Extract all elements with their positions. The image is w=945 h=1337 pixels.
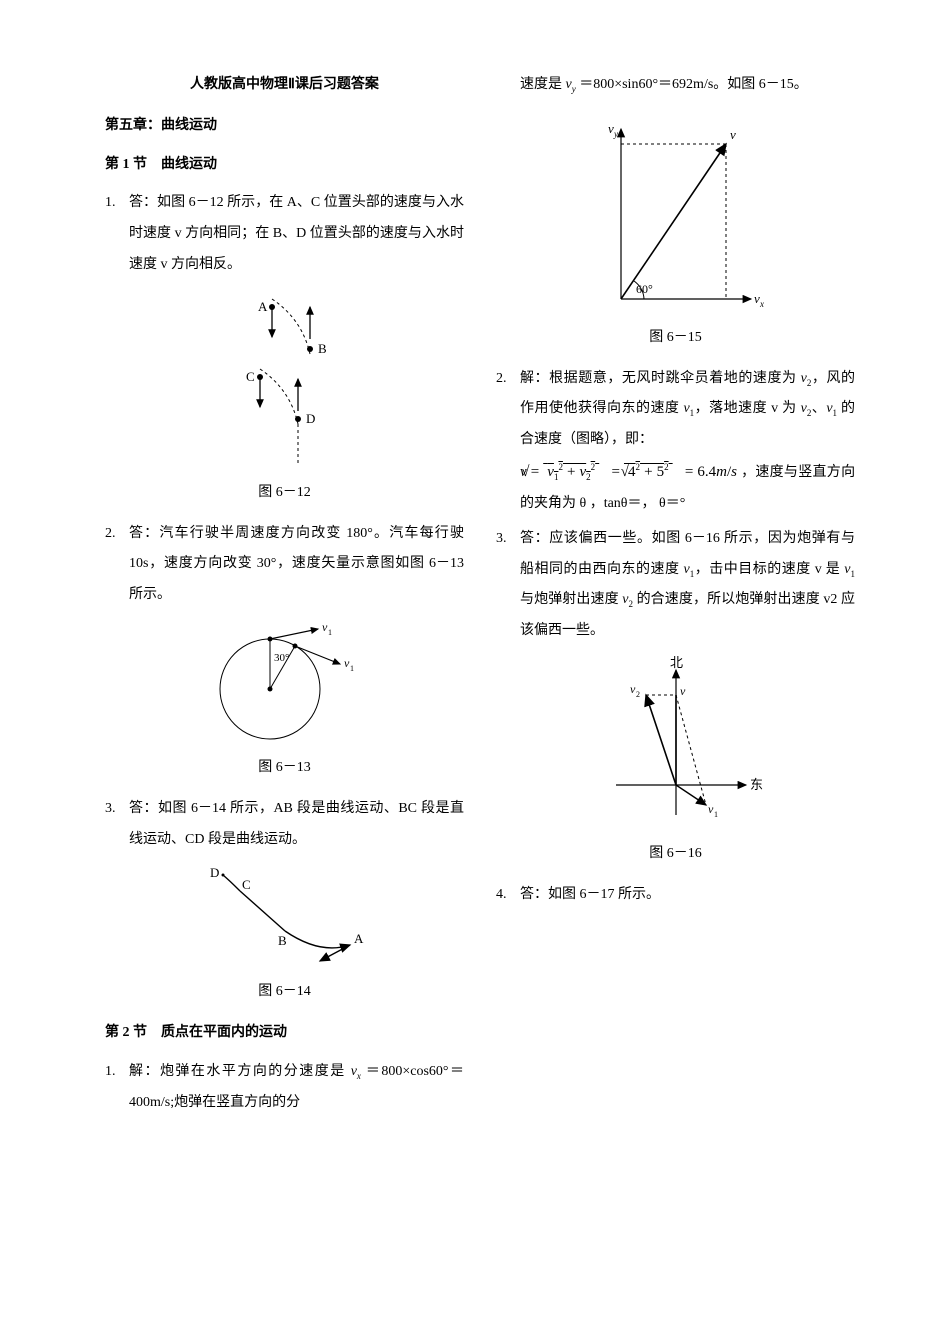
s1-q2: 2. 答：汽车行驶半周速度方向改变 180°。汽车每行驶 10s，速度方向改变 … xyxy=(105,519,464,611)
text-fragment: 与炮弹射出速度 xyxy=(520,592,622,607)
svg-text:B: B xyxy=(318,341,327,356)
svg-text:D: D xyxy=(306,411,315,426)
right-column: 速度是 vy ＝800×sin60°＝692m/s。如图 6－15。 60° v… xyxy=(496,70,855,1277)
figure-6-12: A B C D xyxy=(105,289,464,474)
svg-text:2: 2 xyxy=(636,690,640,699)
svg-text:1: 1 xyxy=(350,664,354,673)
item-number: 4. xyxy=(496,880,520,911)
section1-heading: 第 1 节 曲线运动 xyxy=(105,150,464,181)
figure-6-15: 60° v y v x v xyxy=(496,109,855,319)
item-body: 解：炮弹在水平方向的分速度是 vx ＝800×cos60°＝400m/s;炮弹在… xyxy=(129,1057,464,1119)
item-number: 2. xyxy=(105,519,129,611)
text-fragment: ，击中目标的速度 v 是 xyxy=(694,562,844,577)
text-fragment: 解：炮弹在水平方向的分速度是 xyxy=(129,1064,351,1079)
svg-text:B: B xyxy=(278,933,287,948)
text-fragment: 解：根据题意，无风时跳伞员着地的速度为 xyxy=(520,371,801,386)
caption-6-13: 图 6－13 xyxy=(105,753,464,784)
figure-6-14: D C B A xyxy=(105,863,464,973)
text-fragment: 速度是 xyxy=(520,77,566,92)
doc-title: 人教版高中物理Ⅱ课后习题答案 xyxy=(105,70,464,101)
figure-6-16: 北 东 v v 2 v 1 xyxy=(496,655,855,835)
item-number: 1. xyxy=(105,1057,129,1119)
svg-text:C: C xyxy=(242,877,251,892)
item-body: 答：如图 6－14 所示，AB 段是曲线运动、BC 段是直线运动、CD 段是曲线… xyxy=(129,794,464,856)
text-fragment: ＝800×sin60°＝692m/s。如图 6－15。 xyxy=(579,77,808,92)
item-number: 3. xyxy=(105,794,129,856)
svg-text:北: 北 xyxy=(670,655,683,670)
figure-6-13: v 1 v 1 30° xyxy=(105,619,464,749)
svg-text:30°: 30° xyxy=(274,652,289,664)
text-fragment: 、 xyxy=(811,401,826,416)
s2-q3: 3. 答：应该偏西一些。如图 6－16 所示，因为炮弹有与船相同的由西向东的速度… xyxy=(496,524,855,647)
caption-6-16: 图 6－16 xyxy=(496,839,855,870)
item-body: 答：应该偏西一些。如图 6－16 所示，因为炮弹有与船相同的由西向东的速度 v1… xyxy=(520,524,855,647)
item-body: 答：如图 6－17 所示。 xyxy=(520,880,855,911)
caption-6-12: 图 6－12 xyxy=(105,478,464,509)
item-body: 答：汽车行驶半周速度方向改变 180°。汽车每行驶 10s，速度方向改变 30°… xyxy=(129,519,464,611)
s1-q1: 1. 答：如图 6－12 所示，在 A、C 位置头部的速度与入水时速度 v 方向… xyxy=(105,188,464,280)
col2-continuation: 速度是 vy ＝800×sin60°＝692m/s。如图 6－15。 xyxy=(520,70,855,101)
svg-text:C: C xyxy=(246,369,255,384)
caption-6-14: 图 6－14 xyxy=(105,977,464,1008)
svg-text:y: y xyxy=(613,129,618,139)
text-fragment: ，落地速度 v 为 xyxy=(694,401,800,416)
svg-text:A: A xyxy=(354,931,364,946)
svg-text:x: x xyxy=(759,299,764,309)
item-body: 答：如图 6－12 所示，在 A、C 位置头部的速度与入水时速度 v 方向相同；… xyxy=(129,188,464,280)
item-body: 解：根据题意，无风时跳伞员着地的速度为 v2，风的作用使他获得向东的速度 v1，… xyxy=(520,364,855,520)
s2-q4: 4. 答：如图 6－17 所示。 xyxy=(496,880,855,911)
svg-text:v: v xyxy=(730,127,736,142)
s2-q2: 2. 解：根据题意，无风时跳伞员着地的速度为 v2，风的作用使他获得向东的速度 … xyxy=(496,364,855,520)
s1-q3: 3. 答：如图 6－14 所示，AB 段是曲线运动、BC 段是直线运动、CD 段… xyxy=(105,794,464,856)
chapter-heading: 第五章：曲线运动 xyxy=(105,111,464,142)
svg-text:A: A xyxy=(258,299,268,314)
caption-6-15: 图 6－15 xyxy=(496,323,855,354)
svg-text:1: 1 xyxy=(714,810,718,819)
item-number: 1. xyxy=(105,188,129,280)
svg-text:60°: 60° xyxy=(636,282,653,296)
svg-text:东: 东 xyxy=(750,777,763,792)
section2-heading: 第 2 节 质点在平面内的运动 xyxy=(105,1018,464,1049)
formula: v = v12 + v22 √ = 42 + 52 √ = 6.4m/s xyxy=(520,464,741,480)
item-number: 3. xyxy=(496,524,520,647)
svg-text:1: 1 xyxy=(328,628,332,637)
s2-q1: 1. 解：炮弹在水平方向的分速度是 vx ＝800×cos60°＝400m/s;… xyxy=(105,1057,464,1119)
item-number: 2. xyxy=(496,364,520,520)
svg-text:v: v xyxy=(680,684,686,698)
svg-text:D: D xyxy=(210,865,219,880)
left-column: 人教版高中物理Ⅱ课后习题答案 第五章：曲线运动 第 1 节 曲线运动 1. 答：… xyxy=(105,70,464,1277)
